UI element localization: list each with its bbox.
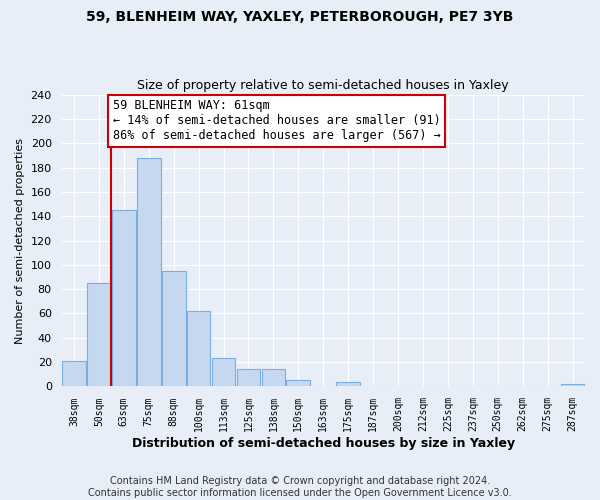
- Text: 59 BLENHEIM WAY: 61sqm
← 14% of semi-detached houses are smaller (91)
86% of sem: 59 BLENHEIM WAY: 61sqm ← 14% of semi-det…: [113, 100, 440, 142]
- Title: Size of property relative to semi-detached houses in Yaxley: Size of property relative to semi-detach…: [137, 79, 509, 92]
- Bar: [62, 361, 86, 386]
- Bar: [137, 158, 161, 386]
- Bar: [212, 358, 235, 386]
- Bar: [560, 384, 584, 386]
- Bar: [262, 370, 285, 386]
- Text: Contains HM Land Registry data © Crown copyright and database right 2024.
Contai: Contains HM Land Registry data © Crown c…: [88, 476, 512, 498]
- Y-axis label: Number of semi-detached properties: Number of semi-detached properties: [15, 138, 25, 344]
- Bar: [236, 370, 260, 386]
- Bar: [162, 271, 185, 386]
- Bar: [87, 283, 111, 387]
- X-axis label: Distribution of semi-detached houses by size in Yaxley: Distribution of semi-detached houses by …: [132, 437, 515, 450]
- Bar: [112, 210, 136, 386]
- Bar: [286, 380, 310, 386]
- Text: 59, BLENHEIM WAY, YAXLEY, PETERBOROUGH, PE7 3YB: 59, BLENHEIM WAY, YAXLEY, PETERBOROUGH, …: [86, 10, 514, 24]
- Bar: [187, 311, 211, 386]
- Bar: [337, 382, 360, 386]
